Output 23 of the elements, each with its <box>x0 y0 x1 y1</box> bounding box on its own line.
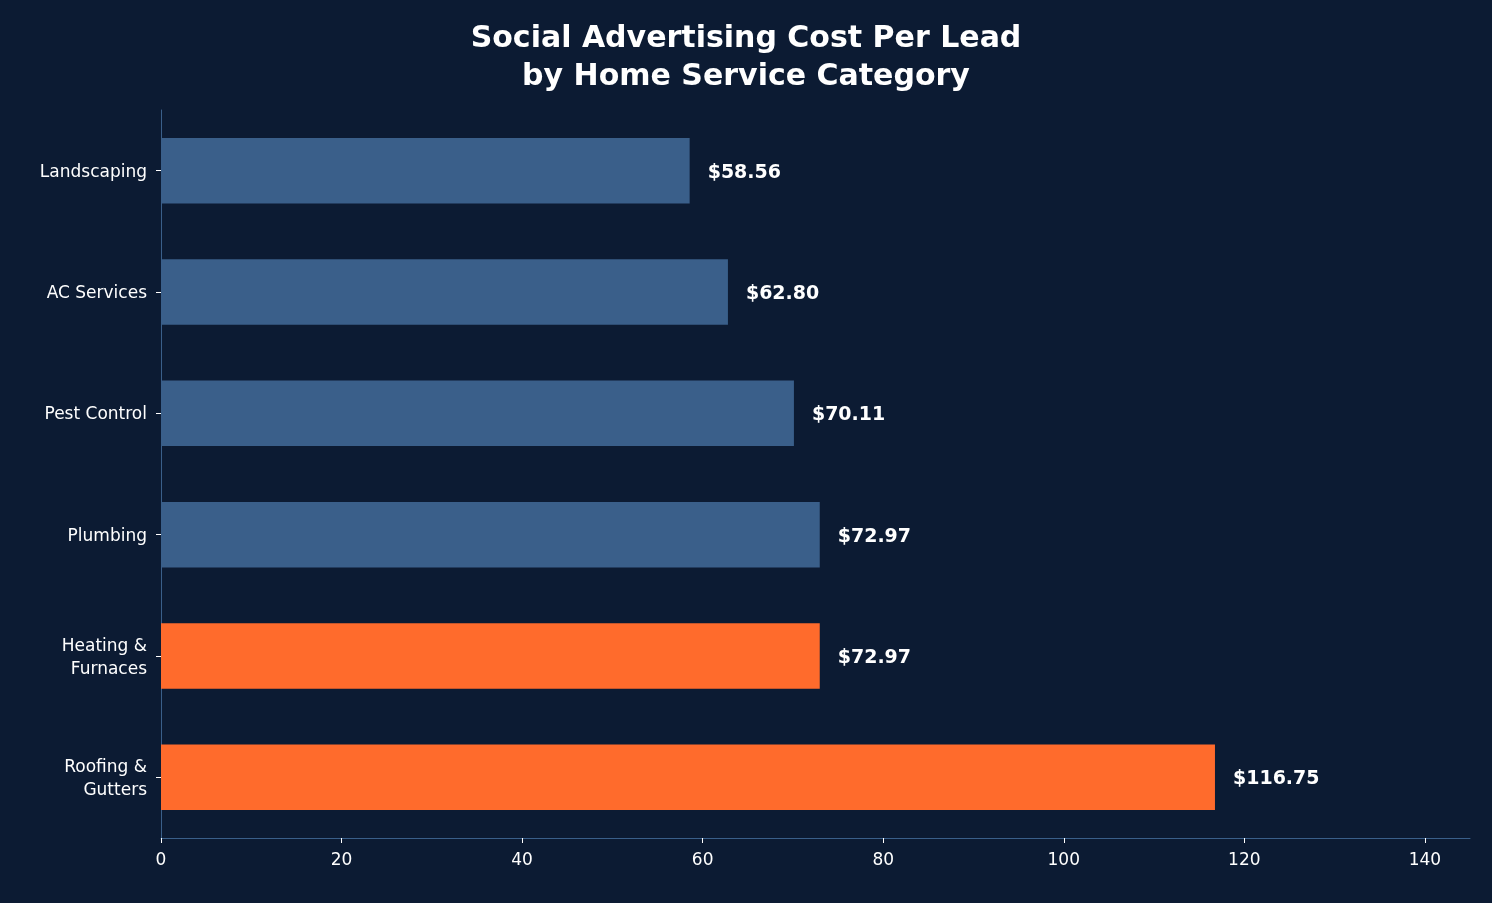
data-label: $62.80 <box>745 281 820 303</box>
y-tick-label: Landscaping <box>39 160 147 181</box>
x-tick-label: 60 <box>691 848 714 869</box>
data-label: $72.97 <box>837 523 912 546</box>
data-label: $70.11 <box>811 402 886 425</box>
x-tick-label: 20 <box>330 848 353 869</box>
y-tick-label: Pest Control <box>44 403 147 424</box>
x-tick-label: 140 <box>1408 848 1442 869</box>
y-tick-label: Plumbing <box>67 524 147 545</box>
bar <box>161 623 820 689</box>
x-tick-label: 100 <box>1047 848 1080 869</box>
data-label: $58.56 <box>707 159 781 182</box>
y-tick-label: Roofing & Gutters <box>64 755 148 799</box>
data-label: $72.97 <box>837 645 912 667</box>
bar <box>161 744 1215 811</box>
x-tick-label: 120 <box>1228 848 1261 869</box>
chart-title: Social Advertising Cost Per Lead by Home Service Category <box>470 18 1022 92</box>
data-label: $116.75 <box>1232 766 1320 789</box>
y-tick-label: AC Services <box>46 282 148 302</box>
x-tick-label: 80 <box>872 848 895 869</box>
y-tick-label: Heating & Furnaces <box>61 634 148 678</box>
x-tick-label: 0 <box>155 848 167 869</box>
x-tick-label: 40 <box>511 848 533 869</box>
